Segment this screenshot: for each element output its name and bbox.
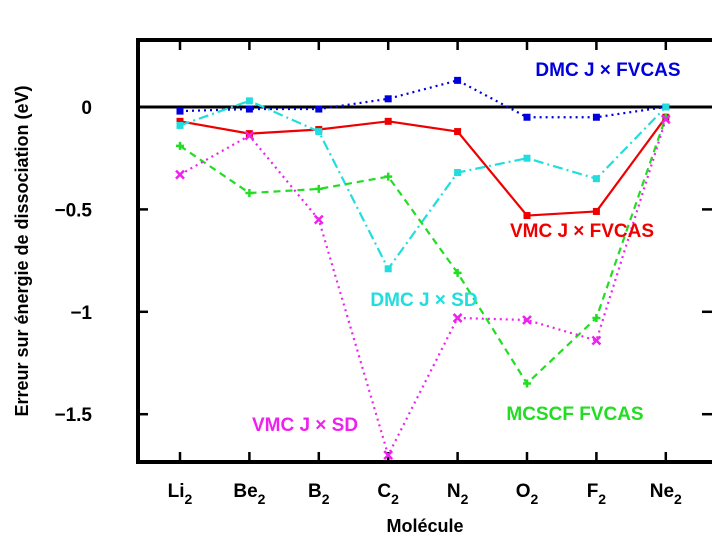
series-line: [179, 118, 667, 457]
data-point: [384, 172, 393, 181]
plot-frame: [136, 38, 712, 464]
data-point: [592, 175, 600, 183]
x-tick-label-base: O: [516, 481, 531, 502]
series-label: VMC J × FVCAS: [510, 221, 654, 242]
x-tick-label: N2: [447, 481, 469, 507]
x-tick-label-subscript: 2: [185, 491, 193, 507]
x-tick-label: Li2: [168, 481, 193, 507]
data-point: [454, 128, 462, 136]
data-point: [522, 315, 532, 325]
data-point: [384, 265, 392, 273]
data-point: [523, 113, 531, 121]
x-tick-label: C2: [377, 481, 399, 507]
data-point: [592, 113, 600, 121]
x-tick-label-base: C: [377, 481, 391, 502]
data-point: [592, 313, 601, 322]
x-tick-label: B2: [308, 481, 330, 507]
x-tick-label-base: B: [308, 481, 322, 502]
x-tick-label: F2: [587, 481, 607, 507]
x-tick-label-subscript: 2: [258, 491, 266, 507]
data-point: [523, 212, 531, 220]
data-point: [662, 103, 670, 111]
data-point: [452, 313, 463, 323]
x-tick-label-subscript: 2: [598, 491, 606, 507]
data-point: [660, 114, 671, 125]
data-point: [245, 189, 254, 198]
series-group: [176, 97, 670, 273]
data-point: [315, 105, 323, 113]
series-line: [179, 116, 667, 385]
x-tick-label-base: Ne: [650, 481, 674, 502]
data-point: [591, 335, 602, 346]
x-axis-title: Molécule: [386, 516, 463, 536]
x-tick-label-subscript: 2: [674, 491, 682, 507]
series-line: [179, 116, 667, 217]
data-point: [315, 128, 323, 136]
data-point: [175, 169, 185, 180]
axis-ticks: [138, 40, 712, 462]
series-label: VMC J × SD: [252, 415, 358, 436]
x-tick-label-subscript: 2: [322, 491, 330, 507]
x-tick-label: Be2: [233, 481, 265, 507]
data-point: [384, 117, 392, 125]
data-point: [245, 130, 253, 138]
y-tick-label: −1.5: [54, 405, 92, 426]
series-group: [176, 113, 670, 220]
x-tick-label: O2: [516, 481, 539, 507]
data-point: [454, 169, 462, 177]
series-label: DMC J × SD: [370, 290, 477, 311]
data-point: [176, 141, 184, 150]
data-point: [176, 107, 184, 115]
y-tick-label: −0.5: [54, 200, 92, 221]
series-line: [179, 99, 667, 270]
data-point: [523, 154, 531, 162]
data-point: [176, 121, 184, 129]
y-tick-label: 0: [81, 98, 92, 119]
x-tick-label-base: Be: [233, 481, 257, 502]
data-point: [313, 214, 324, 225]
x-tick-label-base: F: [587, 481, 599, 502]
x-tick-label-base: Li: [168, 481, 185, 502]
y-tick-label: −1: [70, 303, 92, 324]
series-layer: [175, 76, 671, 461]
series-label: MCSCF FVCAS: [506, 404, 643, 425]
data-point: [592, 207, 600, 215]
data-point: [176, 117, 184, 125]
series-label: DMC J × FVCAS: [535, 60, 680, 81]
series-group: [176, 113, 670, 388]
data-point: [383, 450, 394, 461]
data-point: [454, 76, 462, 84]
x-tick-label: Ne2: [650, 481, 682, 507]
data-point: [453, 268, 462, 277]
x-tick-label-subscript: 2: [530, 491, 538, 507]
y-axis-title: Erreur sur énergie de dissociation (eV): [12, 85, 32, 416]
x-tick-label-subscript: 2: [461, 491, 469, 507]
plot-border: [136, 38, 712, 464]
data-point: [244, 130, 255, 141]
data-point: [523, 379, 531, 388]
data-point: [245, 105, 253, 113]
data-point: [384, 95, 392, 103]
x-tick-label-base: N: [447, 481, 461, 502]
x-tick-label-subscript: 2: [391, 491, 399, 507]
data-point: [245, 97, 253, 105]
series-group: [175, 114, 671, 461]
data-point: [314, 184, 323, 193]
